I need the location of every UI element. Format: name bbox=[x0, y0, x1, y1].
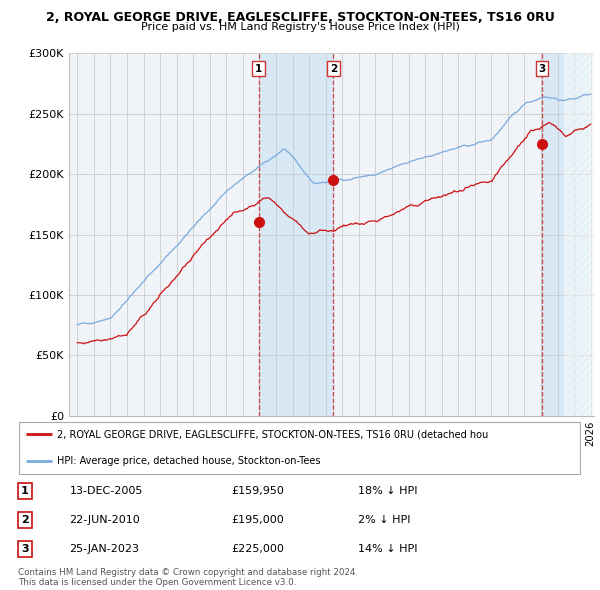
Text: £195,000: £195,000 bbox=[231, 515, 284, 525]
Text: HPI: Average price, detached house, Stockton-on-Tees: HPI: Average price, detached house, Stoc… bbox=[58, 457, 321, 466]
Text: 22-JUN-2010: 22-JUN-2010 bbox=[70, 515, 140, 525]
Text: 2: 2 bbox=[330, 64, 337, 74]
Text: 2% ↓ HPI: 2% ↓ HPI bbox=[358, 515, 410, 525]
Text: 1: 1 bbox=[255, 64, 262, 74]
Text: 3: 3 bbox=[21, 544, 28, 554]
Text: 2, ROYAL GEORGE DRIVE, EAGLESCLIFFE, STOCKTON-ON-TEES, TS16 0RU: 2, ROYAL GEORGE DRIVE, EAGLESCLIFFE, STO… bbox=[46, 11, 554, 24]
FancyBboxPatch shape bbox=[19, 422, 580, 474]
Text: 1: 1 bbox=[21, 486, 29, 496]
Bar bbox=[542, 53, 589, 416]
Text: Price paid vs. HM Land Registry's House Price Index (HPI): Price paid vs. HM Land Registry's House … bbox=[140, 22, 460, 32]
Text: 3: 3 bbox=[539, 64, 546, 74]
Text: 13-DEC-2005: 13-DEC-2005 bbox=[70, 486, 143, 496]
Bar bbox=[259, 53, 334, 416]
Text: £225,000: £225,000 bbox=[231, 544, 284, 554]
Text: 18% ↓ HPI: 18% ↓ HPI bbox=[358, 486, 417, 496]
Text: £159,950: £159,950 bbox=[231, 486, 284, 496]
Text: 25-JAN-2023: 25-JAN-2023 bbox=[70, 544, 140, 554]
Text: 2: 2 bbox=[21, 515, 29, 525]
Text: 14% ↓ HPI: 14% ↓ HPI bbox=[358, 544, 417, 554]
Text: 2, ROYAL GEORGE DRIVE, EAGLESCLIFFE, STOCKTON-ON-TEES, TS16 0RU (detached hou: 2, ROYAL GEORGE DRIVE, EAGLESCLIFFE, STO… bbox=[58, 430, 489, 439]
Text: Contains HM Land Registry data © Crown copyright and database right 2024.
This d: Contains HM Land Registry data © Crown c… bbox=[18, 568, 358, 587]
